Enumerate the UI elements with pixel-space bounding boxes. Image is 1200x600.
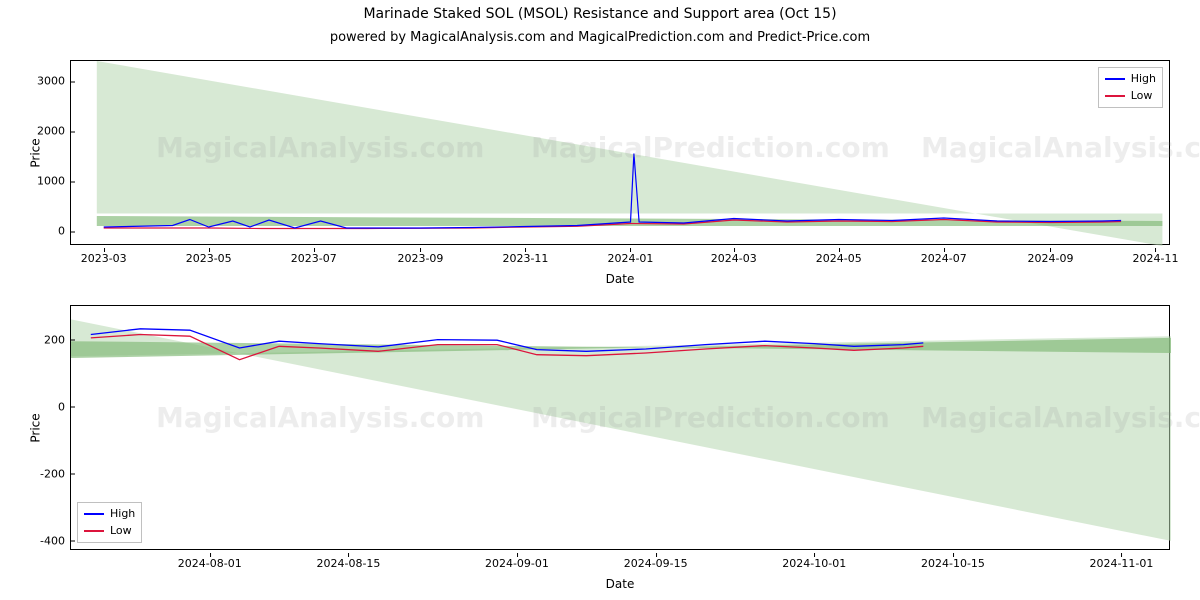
plot-top	[71, 61, 1169, 244]
xtick: 2024-08-15	[317, 557, 381, 570]
xlabel-top: Date	[606, 272, 635, 286]
legend-item: High	[1105, 71, 1156, 88]
ytick: -400	[40, 534, 71, 547]
xtick: 2024-01	[607, 252, 653, 265]
page-subtitle: powered by MagicalAnalysis.com and Magic…	[0, 22, 1200, 45]
page-title: Marinade Staked SOL (MSOL) Resistance an…	[0, 0, 1200, 22]
xtick: 2024-05	[816, 252, 862, 265]
xtick: 2024-10-15	[921, 557, 985, 570]
legend-label: Low	[110, 523, 132, 540]
xtick: 2024-09-15	[624, 557, 688, 570]
xtick: 2024-10-01	[782, 557, 846, 570]
xtick: 2024-09	[1028, 252, 1074, 265]
legend-swatch	[1105, 78, 1125, 80]
chart-top: Price Date 2023-032023-052023-072023-092…	[70, 60, 1170, 245]
xtick: 2024-09-01	[485, 557, 549, 570]
xtick: 2024-03	[711, 252, 757, 265]
ylabel-bottom: Price	[29, 413, 43, 442]
xtick: 2024-11	[1133, 252, 1179, 265]
legend-item: High	[84, 506, 135, 523]
ytick: 0	[58, 225, 71, 238]
xtick: 2023-03	[81, 252, 127, 265]
legend-swatch	[84, 513, 104, 515]
legend-item: Low	[84, 523, 135, 540]
chart-bottom: Price Date 2024-08-012024-08-152024-09-0…	[70, 305, 1170, 550]
ytick: -200	[40, 467, 71, 480]
ytick: 1000	[37, 175, 71, 188]
xtick: 2023-11	[502, 252, 548, 265]
legend-swatch	[1105, 95, 1125, 97]
xtick: 2023-07	[291, 252, 337, 265]
legend-label: High	[110, 506, 135, 523]
ytick: 0	[58, 400, 71, 413]
ylabel-top: Price	[29, 138, 43, 167]
xtick: 2023-05	[186, 252, 232, 265]
xtick: 2024-07	[921, 252, 967, 265]
xtick: 2023-09	[397, 252, 443, 265]
legend-bottom: HighLow	[77, 502, 142, 543]
legend-top: HighLow	[1098, 67, 1163, 108]
legend-label: Low	[1131, 88, 1153, 105]
xtick: 2024-11-01	[1089, 557, 1153, 570]
legend-label: High	[1131, 71, 1156, 88]
plot-bottom	[71, 306, 1169, 549]
legend-swatch	[84, 530, 104, 532]
ytick: 3000	[37, 75, 71, 88]
xlabel-bottom: Date	[606, 577, 635, 591]
ytick: 200	[44, 333, 71, 346]
legend-item: Low	[1105, 88, 1156, 105]
ytick: 2000	[37, 125, 71, 138]
xtick: 2024-08-01	[178, 557, 242, 570]
